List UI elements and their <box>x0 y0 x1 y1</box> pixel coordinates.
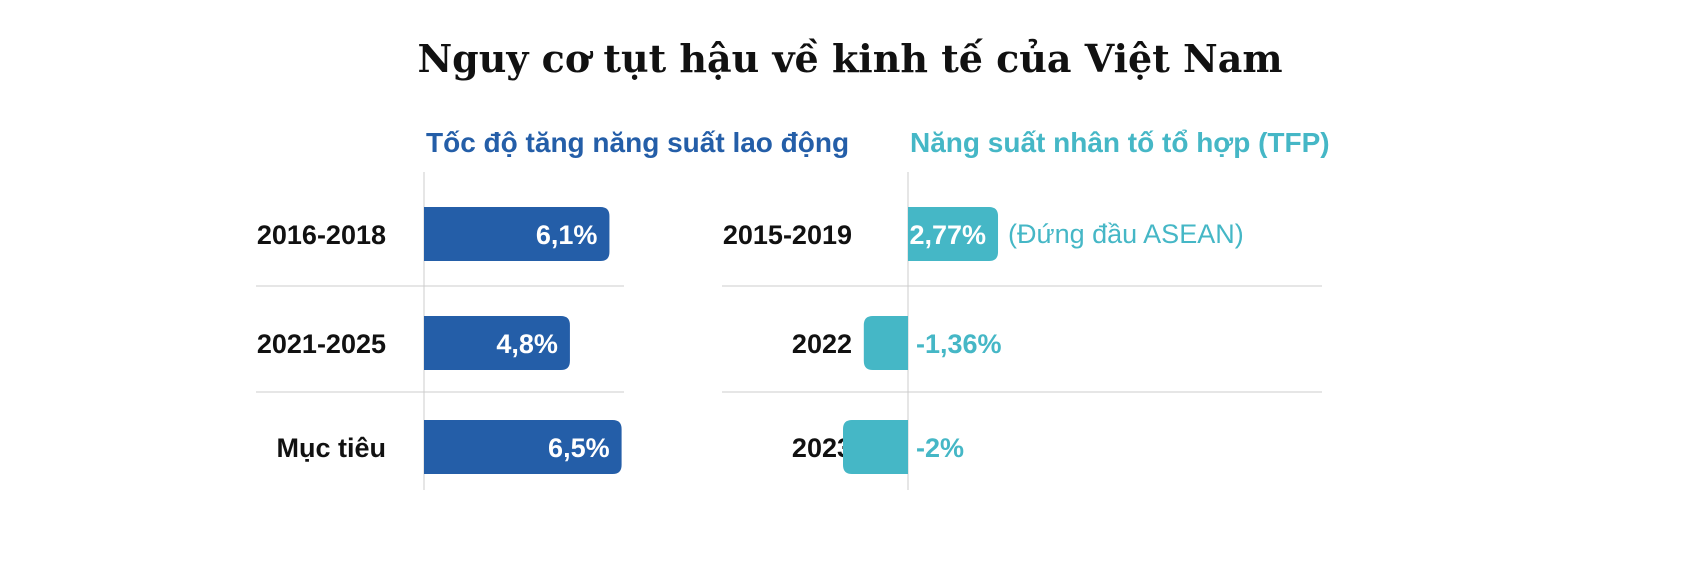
panel-2-bar <box>863 316 908 370</box>
panel-1-bar <box>424 316 570 370</box>
panel-2-value-label: -1,36% <box>916 329 1002 359</box>
panel-1-value-label: 4,8% <box>496 329 558 359</box>
chart-title: Nguy cơ tụt hậu về kinh tế của Việt Nam <box>417 36 1283 81</box>
panel-2-bar <box>908 207 999 261</box>
panel-1-category-label: 2021-2025 <box>257 329 386 359</box>
panel-2-value-label: -2% <box>916 433 964 463</box>
panel-2-category-label: 2023 <box>792 433 852 463</box>
panel-2-category-label: 2015-2019 <box>723 220 852 250</box>
panel-2-value-label: 2,77% <box>909 220 986 250</box>
panel-1-category-label: 2016-2018 <box>257 220 386 250</box>
panel-1-value-label: 6,5% <box>548 433 610 463</box>
panel-1-title: Tốc độ tăng năng suất lao động <box>426 127 849 158</box>
panel-1-bar <box>424 420 622 474</box>
panel-2-bar <box>843 420 908 474</box>
panel-2-note: (Đứng đầu ASEAN) <box>1008 219 1244 249</box>
panel-2-title: Năng suất nhân tố tổ hợp (TFP) <box>910 127 1330 158</box>
panel-1-category-label: Mục tiêu <box>276 433 386 463</box>
panel-1-bar <box>424 207 610 261</box>
panel-2-category-label: 2022 <box>792 329 852 359</box>
panel-1-value-label: 6,1% <box>536 220 598 250</box>
